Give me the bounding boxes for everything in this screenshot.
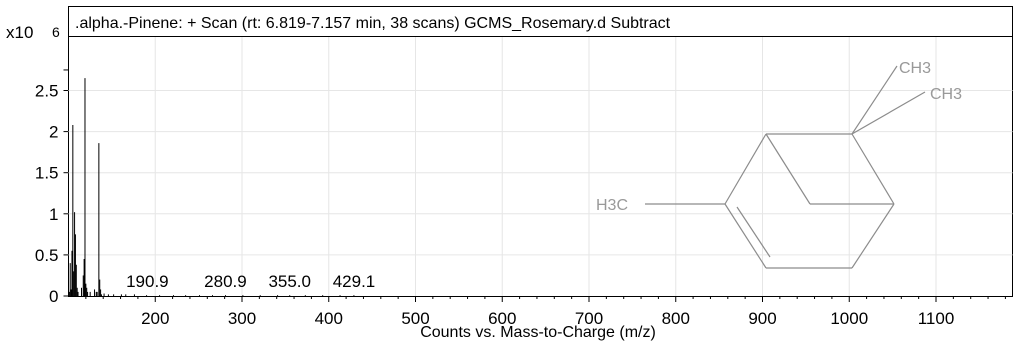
y-multiplier-exponent: 6 <box>52 24 60 40</box>
axes: 200 300 400 500 600 700 800 900 1000 1100 0 0.5 1 1.5… <box>35 69 1013 328</box>
x-tick-label: 300 <box>228 309 256 328</box>
bond-ring-1 <box>724 133 767 205</box>
bond-bridge-1 <box>765 133 811 205</box>
bond-methyl-top-1 <box>851 65 898 135</box>
x-tick-label: 700 <box>575 309 603 328</box>
x-tick-label: 1100 <box>918 309 955 328</box>
y-tick-label: 2.5 <box>35 82 59 101</box>
peak-label: 190.9 <box>126 272 169 291</box>
y-tick-label: 1 <box>49 205 58 224</box>
peak-annotations: 190.9 280.9 355.0 429.1 <box>126 272 375 291</box>
methyl-label-top: CH3 <box>899 60 931 77</box>
peak-label: 280.9 <box>204 272 247 291</box>
y-tick-label: 0 <box>49 287 58 306</box>
x-tick-label: 1000 <box>830 309 868 328</box>
spectrum-peaks <box>68 78 355 296</box>
y-tick-label: 2 <box>49 123 58 142</box>
x-tick-label: 800 <box>662 309 690 328</box>
methyl-label-right: CH3 <box>930 86 962 103</box>
x-axis-label: Counts vs. Mass-to-Charge (m/z) <box>420 324 656 341</box>
x-tick-label: 600 <box>488 309 516 328</box>
bond-methyl-top-2 <box>851 91 926 135</box>
y-tick-label: 1.5 <box>35 164 59 183</box>
y-multiplier-label: x10 <box>6 23 33 42</box>
title-box <box>68 6 1013 37</box>
x-tick-label: 400 <box>315 309 343 328</box>
bond-ring-3 <box>851 133 895 205</box>
x-tick-label: 900 <box>748 309 776 328</box>
chart-title: .alpha.-Pinene: + Scan (rt: 6.819-7.157 … <box>75 15 671 32</box>
bond-ring-6 <box>724 203 767 269</box>
peak-label: 429.1 <box>333 272 376 291</box>
peak-label: 355.0 <box>268 272 311 291</box>
bond-ring-4 <box>851 203 895 269</box>
methyl-label-left: H3C <box>596 197 628 214</box>
alpha-pinene-structure <box>645 65 926 269</box>
y-tick-label: 0.5 <box>35 246 59 265</box>
bond-double-inner <box>736 206 771 258</box>
x-tick-label: 500 <box>401 309 429 328</box>
x-tick-label: 200 <box>141 309 169 328</box>
